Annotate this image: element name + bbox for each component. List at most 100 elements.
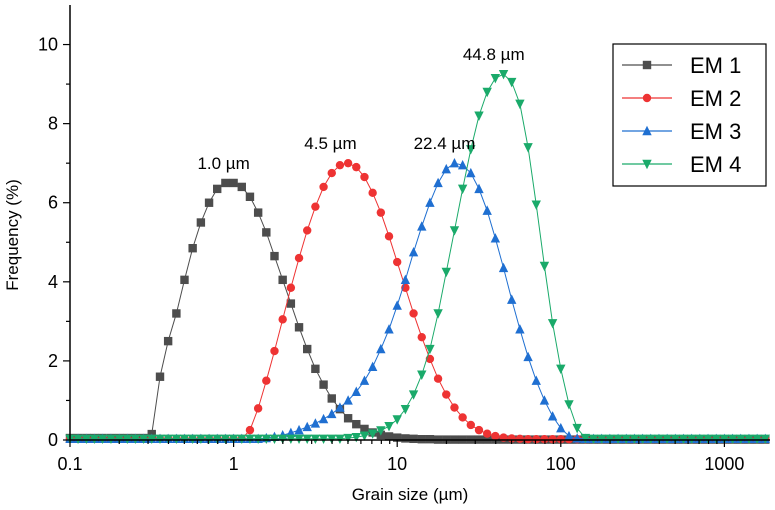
- data-point: [310, 418, 321, 428]
- data-point: [539, 395, 550, 405]
- data-point: [425, 197, 435, 207]
- data-point: [392, 415, 402, 425]
- data-point: [343, 158, 353, 168]
- data-point: [319, 182, 328, 192]
- data-point: [392, 433, 402, 442]
- data-point: [172, 309, 181, 318]
- series-em-1: [65, 178, 770, 444]
- legend-entry-label: EM 4: [690, 152, 741, 177]
- data-point: [303, 226, 312, 235]
- data-point: [245, 425, 255, 435]
- legend-entry-label: EM 1: [690, 53, 741, 78]
- data-point: [490, 233, 501, 243]
- data-point: [327, 408, 337, 419]
- data-point: [343, 414, 353, 423]
- data-point: [319, 380, 328, 389]
- series-line: [70, 162, 766, 440]
- data-point: [400, 274, 411, 285]
- data-point: [457, 184, 468, 195]
- data-point: [523, 351, 533, 362]
- data-point: [531, 200, 541, 210]
- data-point: [327, 394, 336, 403]
- data-point: [262, 376, 271, 385]
- data-point: [302, 421, 312, 432]
- data-point: [229, 178, 238, 188]
- series-em-3: [65, 157, 770, 444]
- data-point: [564, 400, 574, 410]
- data-point: [343, 395, 353, 405]
- data-point: [253, 404, 263, 413]
- data-point: [523, 435, 533, 444]
- data-point: [392, 300, 402, 310]
- data-point: [474, 111, 484, 121]
- data-point: [408, 246, 419, 257]
- data-point: [417, 221, 427, 231]
- legend: EM 1 EM 2 EM 3 EM 4: [612, 43, 767, 187]
- data-point: [532, 435, 541, 444]
- data-point: [580, 433, 591, 444]
- data-point: [384, 232, 394, 241]
- axes-layer: 0.1 1 10 100 1000 0 2 4 6 8 10: [38, 5, 770, 474]
- data-point: [433, 374, 443, 383]
- data-point: [352, 162, 361, 172]
- data-point: [507, 294, 517, 304]
- data-point: [458, 413, 467, 422]
- data-point: [318, 413, 329, 424]
- data-point: [303, 344, 312, 354]
- data-point: [327, 168, 336, 178]
- legend-marker: [642, 60, 652, 70]
- series-em-2: [65, 158, 770, 444]
- data-point: [474, 183, 484, 194]
- annotation-layer: 1.0 µm 4.5 µm 22.4 µm 44.8 µm: [197, 45, 524, 173]
- data-point: [540, 435, 549, 444]
- data-point: [417, 370, 427, 380]
- data-point: [213, 184, 222, 194]
- data-point: [360, 172, 369, 182]
- data-point: [367, 429, 378, 439]
- x-tick-label: 1000: [704, 454, 744, 474]
- data-point: [449, 157, 460, 168]
- x-axis-title: Grain size (µm): [352, 485, 469, 504]
- data-point: [311, 364, 320, 374]
- data-point: [311, 202, 320, 211]
- legend-marker: [642, 159, 652, 170]
- y-axis-title: Frequency (%): [3, 179, 22, 290]
- data-point: [482, 205, 492, 215]
- data-point: [376, 208, 386, 217]
- series-em-4: [65, 70, 770, 445]
- y-tick-label: 2: [48, 351, 58, 371]
- data-point: [482, 87, 492, 98]
- legend-entry-label: EM 3: [690, 119, 741, 144]
- data-point: [245, 192, 255, 201]
- data-point: [384, 324, 394, 334]
- data-point: [392, 257, 402, 267]
- data-point: [572, 423, 582, 434]
- data-point: [417, 332, 426, 342]
- data-point: [204, 198, 214, 207]
- data-point: [343, 433, 353, 444]
- data-point: [547, 411, 558, 421]
- data-point: [180, 275, 189, 285]
- data-point: [474, 425, 484, 435]
- data-point: [409, 309, 418, 318]
- data-point: [188, 244, 197, 253]
- data-point: [498, 70, 509, 80]
- data-point: [352, 419, 361, 429]
- data-point: [556, 364, 566, 375]
- data-point: [237, 182, 246, 192]
- data-point: [286, 299, 296, 308]
- data-point: [556, 422, 566, 433]
- data-point: [466, 167, 476, 178]
- data-point: [351, 386, 361, 396]
- data-point: [457, 159, 468, 170]
- data-point: [401, 434, 410, 443]
- data-point: [351, 433, 361, 443]
- data-point: [466, 145, 476, 155]
- data-point: [425, 344, 435, 355]
- data-point: [196, 218, 206, 227]
- data-point: [221, 178, 230, 188]
- legend-entry-label: EM 2: [690, 86, 741, 111]
- y-tick-label: 10: [38, 35, 58, 55]
- data-point: [547, 319, 558, 329]
